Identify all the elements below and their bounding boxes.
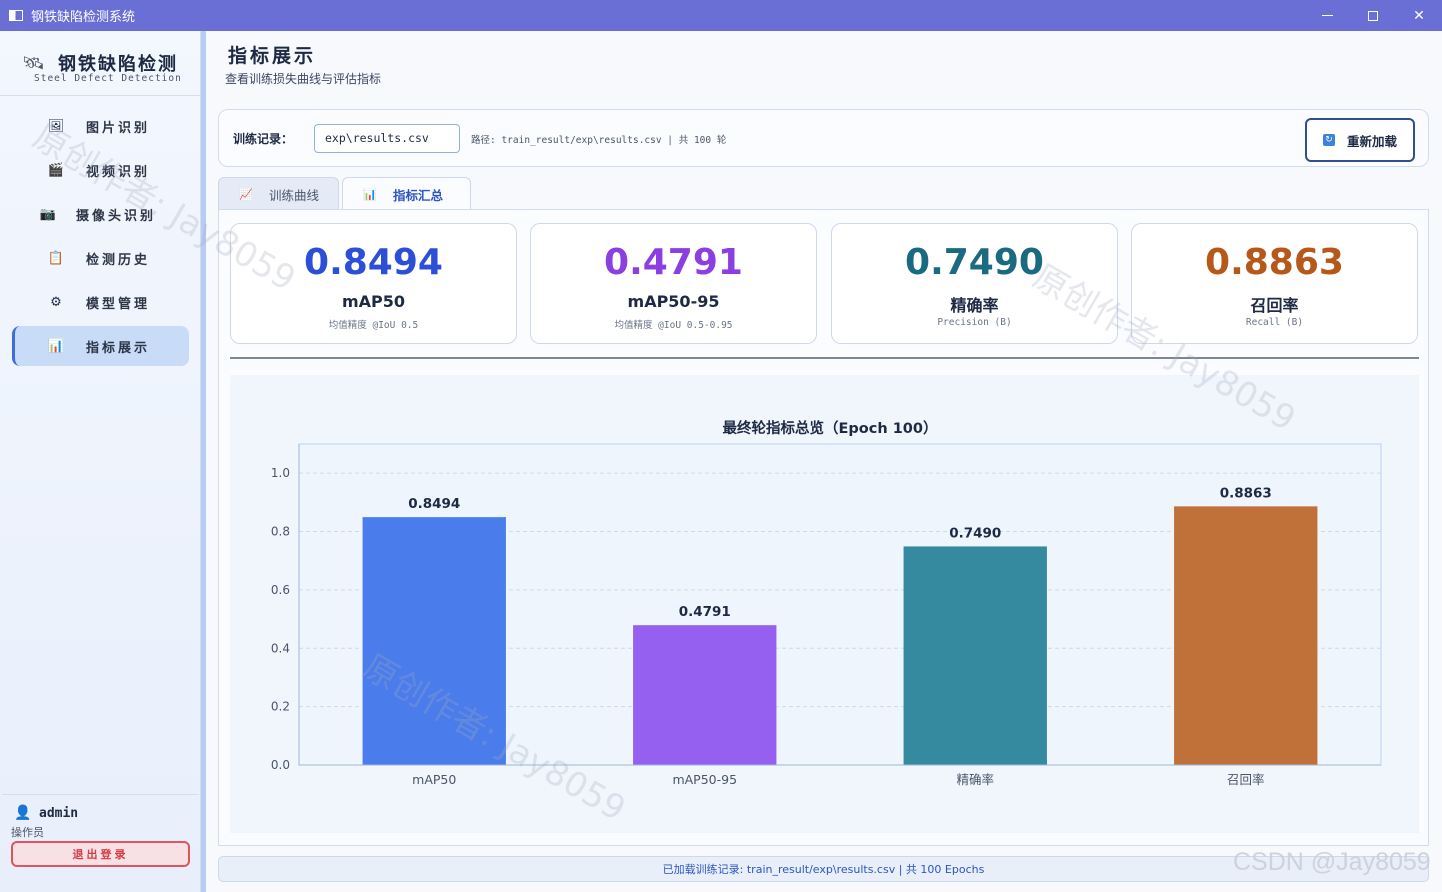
sidebar-item-label: 图片识别 <box>86 120 151 136</box>
satellite-icon: 🛰 <box>22 53 45 74</box>
window-title: 钢铁缺陷检测系统 <box>31 10 136 25</box>
sidebar-item-metrics[interactable]: 📊 指标展示 <box>12 326 189 366</box>
user-panel: 👤 admin 操作员 退出登录 <box>2 794 199 874</box>
y-tick-label: 0.0 <box>271 758 290 772</box>
user-role: 操作员 <box>11 826 44 839</box>
reload-label: 重新加载 <box>1346 133 1397 149</box>
record-label: 训练记录： <box>233 132 294 146</box>
image-icon: 🖼 <box>47 118 65 134</box>
maximize-icon <box>1368 10 1378 21</box>
chart-container: 0.0 0.2 0.4 0.6 0.8 1.0 最终轮指标总览（Epoch 100） 0.84… <box>230 375 1419 833</box>
x-tick-label: mAP50-95 <box>672 772 737 787</box>
sidebar-item-video-recognition[interactable]: 🎬 视频识别 <box>12 150 189 190</box>
gear-icon: ⚙ <box>50 294 62 310</box>
sidebar-item-model-management[interactable]: ⚙ 模型管理 <box>12 282 189 322</box>
bar-value-label: 0.8863 <box>1220 485 1272 501</box>
record-select[interactable]: exp\results.csv <box>314 124 460 153</box>
metric-description: 均值精度 @IoU 0.5-0.95 <box>614 320 733 331</box>
y-tick-label: 0.8 <box>271 525 290 539</box>
sidebar-item-label: 模型管理 <box>86 296 151 312</box>
status-bar: 已加载训练记录: train_result/exp\results.csv | … <box>218 856 1429 882</box>
bar <box>903 546 1047 765</box>
sidebar-item-history[interactable]: 📋 检测历史 <box>12 238 189 278</box>
brand-header: 🛰 钢铁缺陷检测 Steel Defect Detection <box>0 31 201 96</box>
user-name: admin <box>39 806 79 821</box>
x-tick-label: 召回率 <box>1227 772 1265 787</box>
sidebar-item-label: 指标展示 <box>86 340 151 356</box>
y-tick-label: 1.0 <box>271 466 290 480</box>
main-content: 指标展示 查看训练损失曲线与评估指标 训练记录： exp\results.csv… <box>206 31 1442 892</box>
bar <box>633 625 777 765</box>
metric-value: 0.7490 <box>905 242 1044 283</box>
status-text: 已加载训练记录: train_result/exp\results.csv | … <box>662 863 985 876</box>
user-icon: 👤 <box>14 805 32 821</box>
tab-metrics-summary[interactable]: 📊 指标汇总 <box>342 177 471 210</box>
metric-name: 召回率 <box>1250 296 1299 315</box>
tab-label: 指标汇总 <box>393 187 444 203</box>
page-title: 指标展示 <box>228 45 317 67</box>
close-icon: ✕ <box>1413 7 1425 24</box>
bar-value-label: 0.8494 <box>408 496 460 512</box>
tab-training-curve[interactable]: 📈 训练曲线 <box>218 177 339 210</box>
metric-description: Recall (B) <box>1245 317 1304 328</box>
close-button[interactable]: ✕ <box>1396 0 1442 31</box>
tab-label: 训练曲线 <box>269 187 320 203</box>
sidebar-item-label: 视频识别 <box>86 164 151 180</box>
x-tick-label: mAP50 <box>412 772 456 787</box>
bar-chart-icon: 📊 <box>47 338 65 354</box>
metric-card-recall: 0.8863 召回率 Recall (B) <box>1131 223 1418 344</box>
bar <box>362 517 506 765</box>
metric-description: 均值精度 @IoU 0.5 <box>328 320 419 331</box>
metric-name: mAP50 <box>341 292 406 311</box>
record-path-info: 路径: train_result/exp\results.csv | 共 100… <box>471 135 727 146</box>
sidebar-item-image-recognition[interactable]: 🖼 图片识别 <box>12 106 189 146</box>
logout-button[interactable]: 退出登录 <box>11 841 190 867</box>
brand-title: 钢铁缺陷检测 <box>58 54 178 75</box>
reload-button[interactable]: ↻ 重新加载 <box>1305 118 1415 162</box>
chart-title: 最终轮指标总览（Epoch 100） <box>723 419 938 437</box>
title-bar: 钢铁缺陷检测系统 ✕ <box>0 0 1442 31</box>
metric-name: 精确率 <box>950 296 999 315</box>
sidebar-splitter[interactable] <box>201 31 206 892</box>
bar <box>1174 506 1318 765</box>
metric-value: 0.8494 <box>304 242 443 283</box>
metric-description: Precision (B) <box>937 317 1012 328</box>
sidebar-item-label: 检测历史 <box>86 252 151 268</box>
history-icon: 📋 <box>47 250 65 266</box>
metric-card-map50-95: 0.4791 mAP50-95 均值精度 @IoU 0.5-0.95 <box>530 223 817 344</box>
metric-value: 0.4791 <box>604 242 743 283</box>
y-tick-label: 0.2 <box>271 700 290 714</box>
page-subtitle: 查看训练损失曲线与评估指标 <box>225 72 382 86</box>
metrics-bar-chart: 0.0 0.2 0.4 0.6 0.8 1.0 最终轮指标总览（Epoch 100） 0.84… <box>271 419 1382 787</box>
bar-chart-icon: 📊 <box>363 187 377 201</box>
minimize-icon <box>1321 15 1333 16</box>
bar-value-label: 0.4791 <box>679 604 731 620</box>
video-icon: 🎬 <box>47 162 65 178</box>
site-watermark: CSDN @Jay8059 <box>1233 848 1431 876</box>
maximize-button[interactable] <box>1350 0 1396 31</box>
sidebar-item-label: 摄像头识别 <box>76 208 157 224</box>
minimize-button[interactable] <box>1304 0 1350 31</box>
metric-card-map50: 0.8494 mAP50 均值精度 @IoU 0.5 <box>230 223 517 344</box>
line-chart-icon: 📈 <box>239 187 253 201</box>
brand-subtitle: Steel Defect Detection <box>34 73 182 84</box>
toolbar: 训练记录： exp\results.csv 路径: train_result/e… <box>218 109 1429 167</box>
summary-panel: 0.8494 mAP50 均值精度 @IoU 0.5 0.4791 mAP50-… <box>218 209 1429 846</box>
camera-icon: 📷 <box>39 206 57 222</box>
y-tick-label: 0.4 <box>271 641 290 655</box>
y-tick-label: 0.6 <box>271 583 290 597</box>
section-divider <box>230 357 1419 359</box>
metric-card-precision: 0.7490 精确率 Precision (B) <box>831 223 1118 344</box>
sidebar: 🛰 钢铁缺陷检测 Steel Defect Detection 🖼 图片识别 🎬… <box>0 31 201 892</box>
app-window-icon <box>9 10 23 21</box>
refresh-icon: ↻ <box>1322 134 1335 146</box>
bar-value-label: 0.7490 <box>949 525 1001 541</box>
metric-value: 0.8863 <box>1205 242 1344 283</box>
x-tick-label: 精确率 <box>956 772 994 787</box>
sidebar-item-camera-recognition[interactable]: 📷 摄像头识别 <box>12 194 189 234</box>
metric-name: mAP50-95 <box>627 292 720 311</box>
